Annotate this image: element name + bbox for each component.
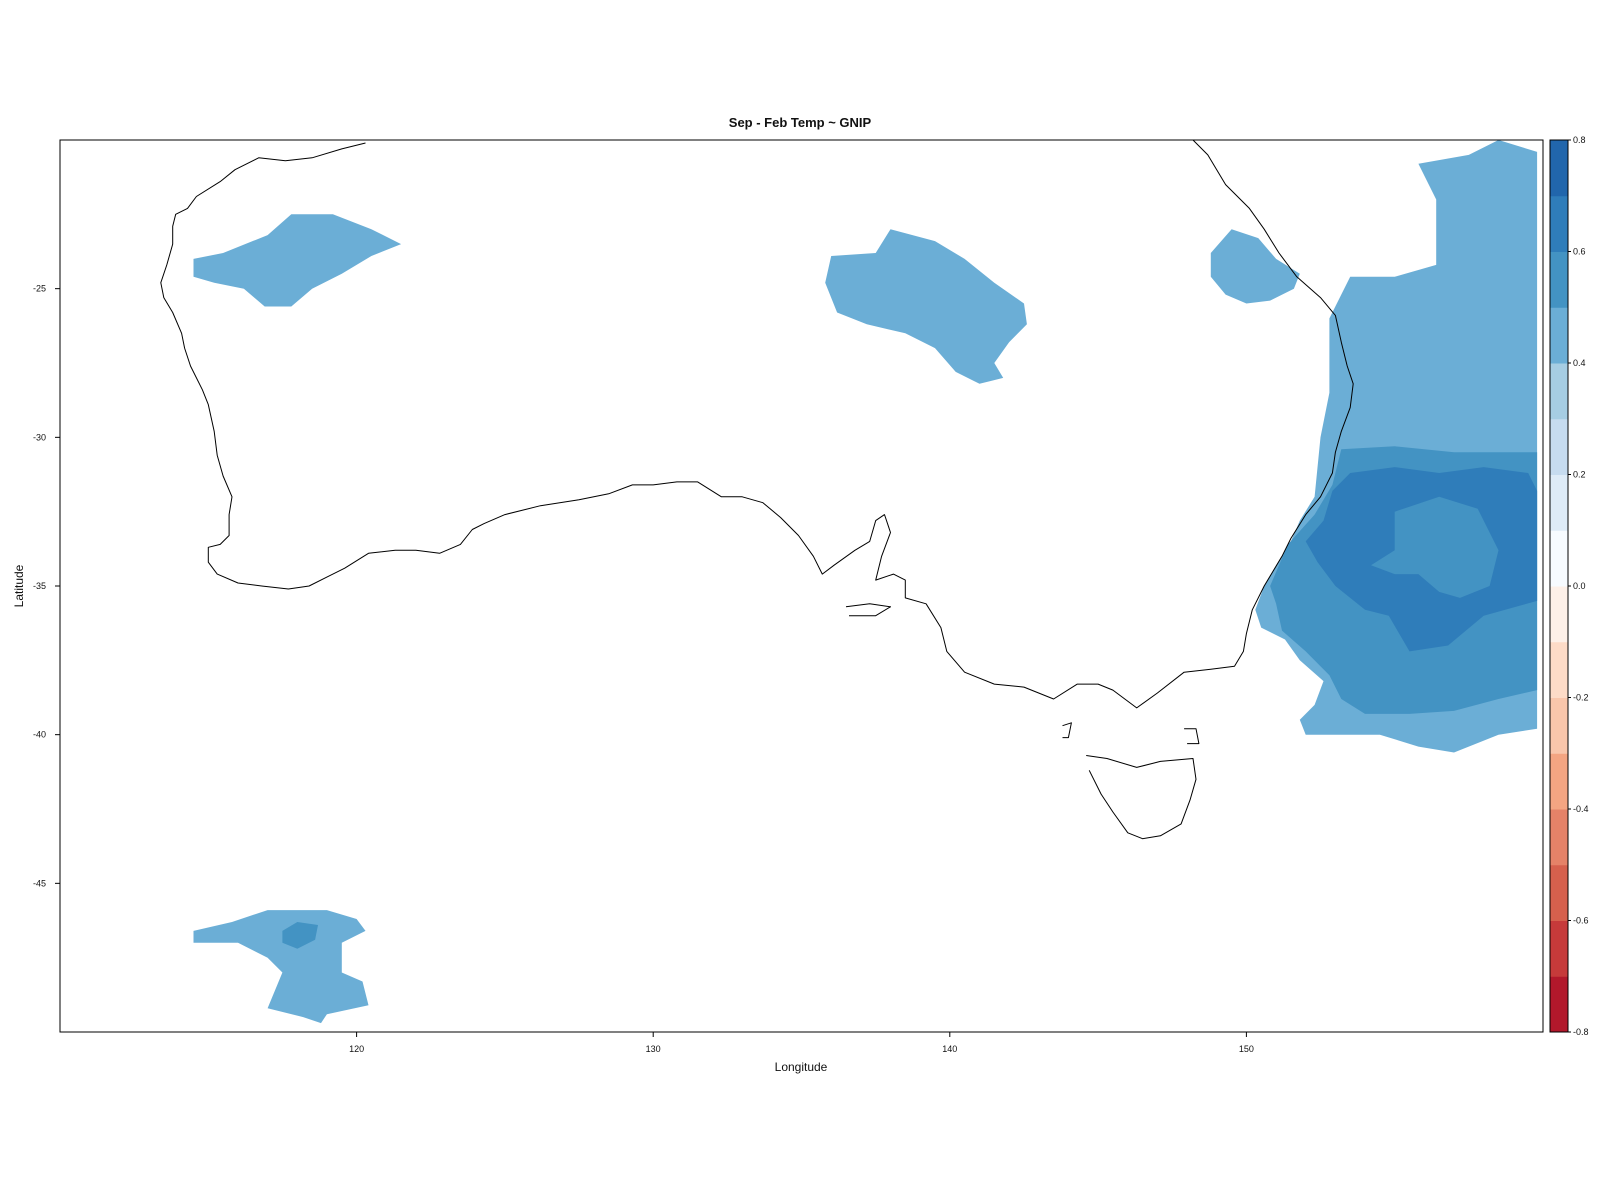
- colorbar-bin-4: [1550, 753, 1568, 810]
- y-axis-title: Latitude: [12, 564, 26, 607]
- coastline-2: [1086, 755, 1197, 840]
- y-tick-label-4: -45: [33, 878, 46, 888]
- colorbar-bin-1: [1550, 920, 1568, 977]
- heatmap-region-8: [282, 922, 318, 949]
- colorbar-bin-13: [1550, 251, 1568, 308]
- colorbar-tick-label-1: 0.6: [1573, 247, 1586, 257]
- colorbar-bin-15: [1550, 140, 1568, 197]
- colorbar-bin-10: [1550, 418, 1568, 475]
- x-axis: 120 130 140 150: [349, 1032, 1254, 1054]
- x-tick-label-2: 140: [942, 1044, 957, 1054]
- coastline-0: [160, 140, 1354, 709]
- y-axis: -25 -30 -35 -40 -45: [33, 284, 60, 888]
- colorbar-bin-5: [1550, 697, 1568, 754]
- heatmap-region-0: [193, 214, 402, 307]
- coastline-3: [1062, 722, 1072, 739]
- colorbar-tick-label-8: -0.8: [1573, 1027, 1589, 1037]
- colorbar-bin-0: [1550, 976, 1568, 1033]
- colorbar-tick-label-6: -0.4: [1573, 804, 1589, 814]
- colorbar-tick-label-7: -0.6: [1573, 916, 1589, 926]
- coastline-layer: [160, 140, 1354, 840]
- y-tick-label-3: -40: [33, 730, 46, 740]
- y-tick-label-0: -25: [33, 284, 46, 294]
- colorbar-tick-label-4: 0.0: [1573, 581, 1586, 591]
- heatmap-region-7: [193, 910, 369, 1024]
- colorbar-tick-label-2: 0.4: [1573, 358, 1586, 368]
- heatmap-region-2: [1210, 229, 1300, 304]
- colorbar-bin-14: [1550, 195, 1568, 252]
- coastline-1: [845, 603, 891, 617]
- colorbar-bin-9: [1550, 474, 1568, 531]
- x-axis-title: Longitude: [775, 1060, 828, 1074]
- colorbar-bin-2: [1550, 864, 1568, 921]
- colorbar: 0.8 0.6 0.4 0.2 0.0 -0.2 -0.4 -0.6 -0.8: [1549, 135, 1589, 1037]
- x-tick-label-3: 150: [1239, 1044, 1254, 1054]
- heatmap-layer: [193, 140, 1538, 1024]
- colorbar-bin-8: [1550, 530, 1568, 587]
- colorbar-bin-7: [1550, 586, 1568, 643]
- colorbar-tick-label-3: 0.2: [1573, 470, 1586, 480]
- y-tick-label-1: -30: [33, 432, 46, 442]
- colorbar-bin-12: [1550, 307, 1568, 364]
- coastline-4: [1184, 728, 1200, 745]
- chart-title: Sep - Feb Temp ~ GNIP: [729, 115, 872, 130]
- y-tick-label-2: -35: [33, 581, 46, 591]
- heatmap-region-1: [825, 229, 1027, 384]
- colorbar-tick-label-5: -0.2: [1573, 693, 1589, 703]
- x-tick-label-0: 120: [349, 1044, 364, 1054]
- colorbar-bin-3: [1550, 809, 1568, 866]
- heatmap-region-6: [1371, 496, 1499, 598]
- colorbar-bin-6: [1550, 641, 1568, 698]
- x-tick-label-1: 130: [646, 1044, 661, 1054]
- colorbar-tick-label-0: 0.8: [1573, 135, 1586, 145]
- colorbar-bin-11: [1550, 363, 1568, 420]
